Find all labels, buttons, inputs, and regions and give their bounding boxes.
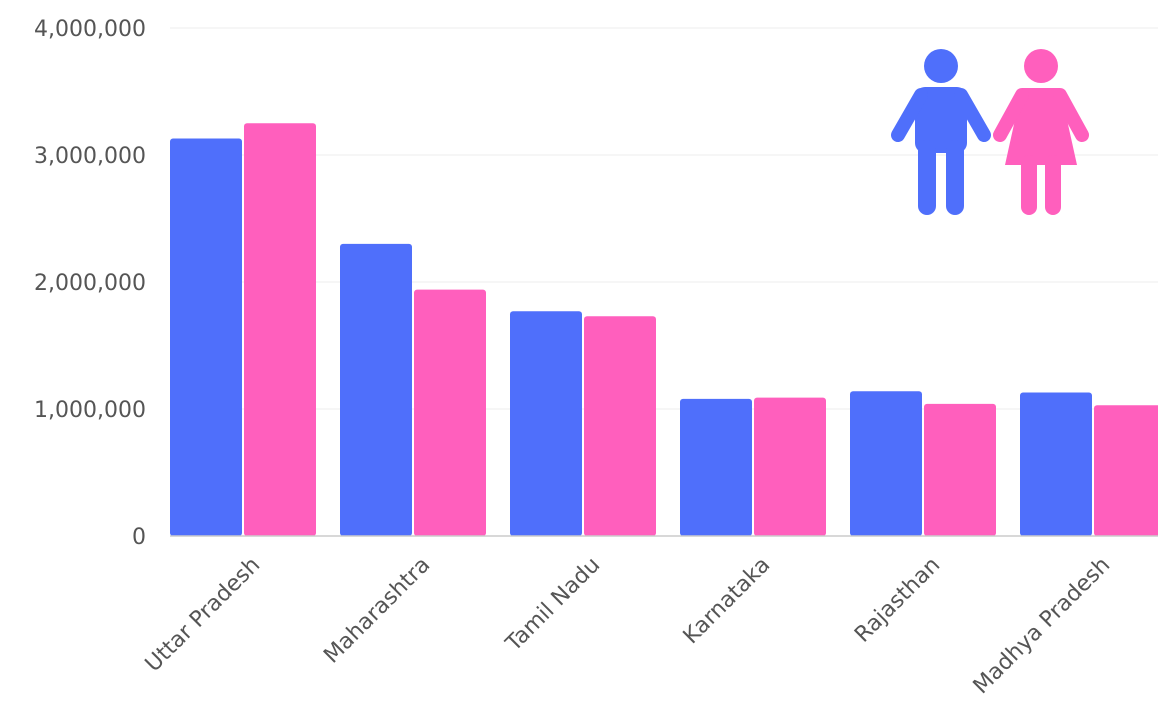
bar-female xyxy=(1094,405,1158,536)
bars xyxy=(170,123,1158,537)
bar-female xyxy=(244,123,316,536)
bar-female xyxy=(584,316,656,536)
x-category-label: Rajasthan xyxy=(850,553,945,648)
x-category-label: Uttar Pradesh xyxy=(141,553,266,678)
bar-male xyxy=(340,243,412,536)
y-tick-label: 1,000,000 xyxy=(34,398,146,423)
bar-male xyxy=(850,391,922,536)
y-tick-label: 3,000,000 xyxy=(34,144,146,169)
y-tick-label: 4,000,000 xyxy=(34,17,146,42)
male-figure-icon xyxy=(891,49,991,215)
bar-female xyxy=(414,289,486,536)
x-category-label: Tamil Nadu xyxy=(501,553,605,657)
y-axis-ticks: 0 1,000,000 2,000,000 3,000,000 4,000,000 xyxy=(34,17,146,550)
bar-male xyxy=(510,311,582,536)
x-category-label: Maharashtra xyxy=(319,553,435,669)
x-axis-labels: Uttar Pradesh Maharashtra Tamil Nadu Karnat… xyxy=(141,553,1116,700)
bar-female xyxy=(924,403,996,536)
bar-male xyxy=(170,138,242,537)
x-category-label: Karnataka xyxy=(679,553,776,650)
y-tick-label: 0 xyxy=(132,525,146,550)
gridlines xyxy=(170,27,1158,410)
female-figure-icon xyxy=(993,49,1089,215)
x-category-label: Madhya Pradesh xyxy=(969,553,1116,700)
bar-male xyxy=(1020,392,1092,536)
y-tick-label: 2,000,000 xyxy=(34,271,146,296)
bar-female xyxy=(754,397,826,536)
bar-male xyxy=(680,398,752,536)
